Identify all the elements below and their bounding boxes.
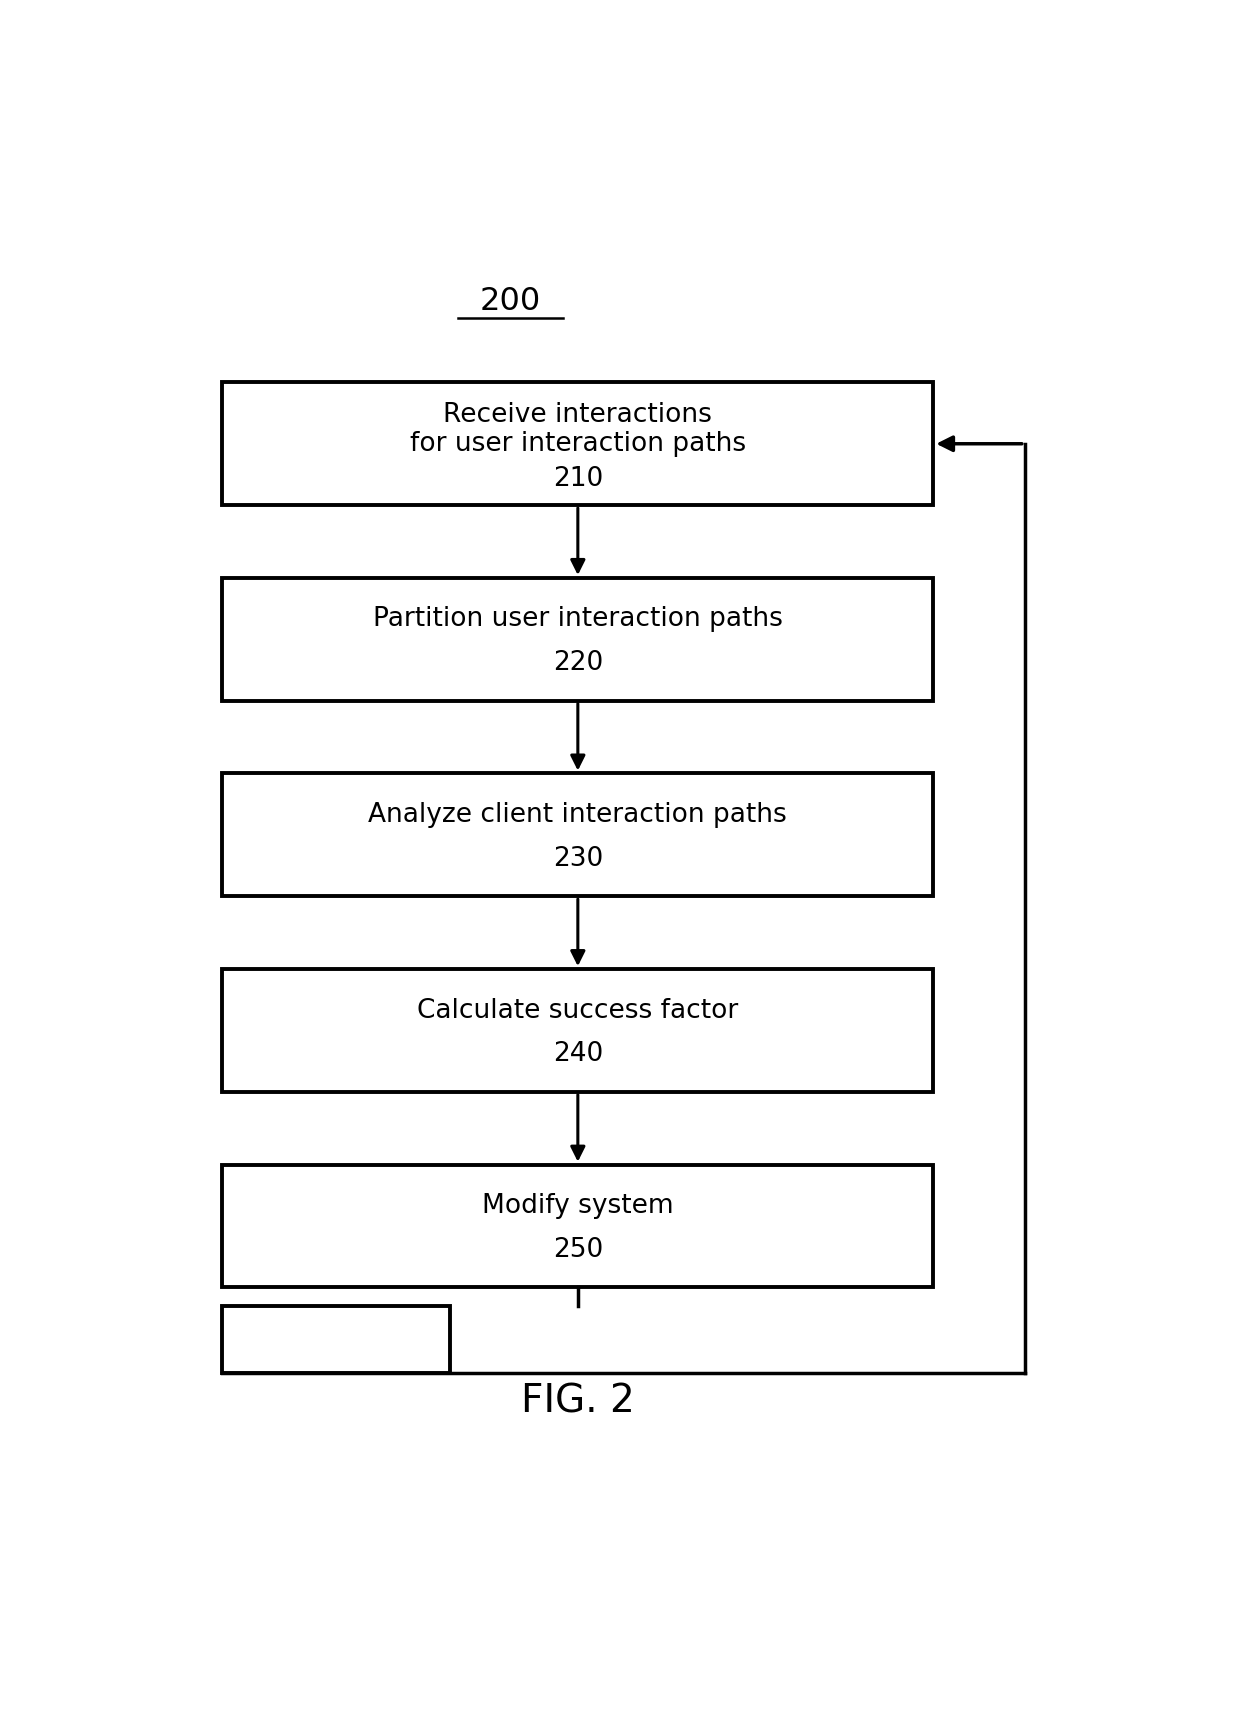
Text: Calculate success factor: Calculate success factor xyxy=(417,997,739,1024)
Text: 220: 220 xyxy=(553,650,603,676)
Text: 200: 200 xyxy=(480,285,541,316)
Bar xyxy=(222,970,934,1091)
Bar xyxy=(222,578,934,700)
Bar xyxy=(222,1306,450,1373)
Text: for user interaction paths: for user interaction paths xyxy=(409,431,746,456)
Text: FIG. 2: FIG. 2 xyxy=(521,1383,635,1421)
Text: 210: 210 xyxy=(553,465,603,492)
Bar xyxy=(222,1165,934,1287)
Text: Receive interactions: Receive interactions xyxy=(444,402,712,427)
Text: Partition user interaction paths: Partition user interaction paths xyxy=(373,606,782,633)
Text: 230: 230 xyxy=(553,846,603,872)
Bar xyxy=(222,774,934,896)
Text: 240: 240 xyxy=(553,1042,603,1067)
Bar xyxy=(222,383,934,505)
Text: 250: 250 xyxy=(553,1237,603,1263)
Text: Analyze client interaction paths: Analyze client interaction paths xyxy=(368,801,787,829)
Text: Modify system: Modify system xyxy=(482,1193,673,1218)
